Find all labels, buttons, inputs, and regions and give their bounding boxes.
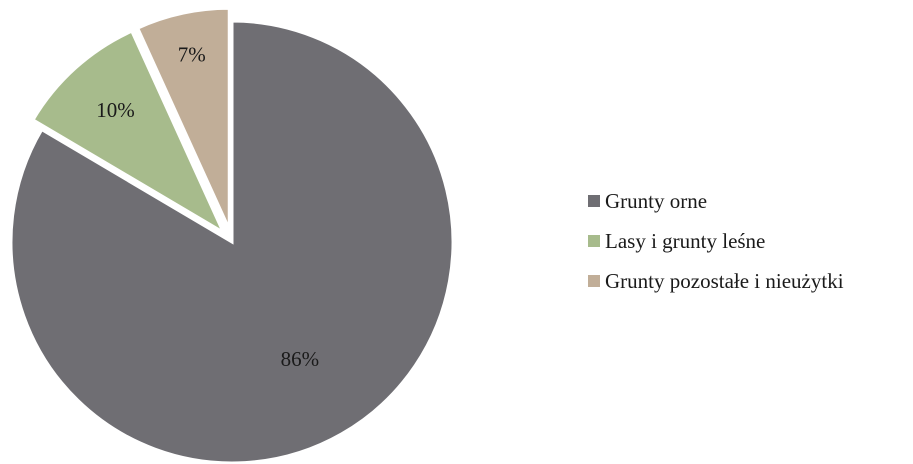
legend-item-lasy: Lasy i grunty leśne: [588, 221, 844, 261]
data-label-grunty-orne: 86%: [281, 347, 320, 371]
pie-slice-grunty-pozostale: [135, 6, 231, 230]
pie-slice-lasy: [30, 29, 227, 237]
pie-slice-grunty-orne: [9, 19, 455, 464]
legend-swatch-lasy: [588, 235, 600, 247]
legend-label-grunty-orne: Grunty orne: [605, 188, 708, 213]
legend-swatch-grunty-orne: [588, 195, 600, 207]
legend: Grunty orne Lasy i grunty leśne Grunty p…: [588, 181, 844, 301]
legend-item-grunty-pozostale: Grunty pozostałe i nieużytki: [588, 261, 844, 301]
data-label-grunty-pozostale: 7%: [178, 42, 206, 66]
legend-item-grunty-orne: Grunty orne: [588, 181, 844, 221]
data-label-lasy: 10%: [96, 98, 135, 122]
legend-label-grunty-pozostale: Grunty pozostałe i nieużytki: [605, 268, 844, 293]
legend-label-lasy: Lasy i grunty leśne: [605, 228, 766, 253]
legend-swatch-grunty-pozostale: [588, 275, 600, 287]
